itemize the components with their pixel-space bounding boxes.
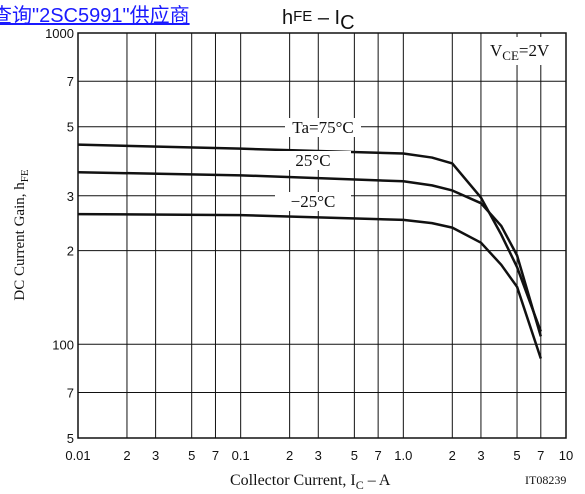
y-axis-label: DC Current Gain, hFE — [12, 169, 31, 300]
label-bg — [285, 118, 361, 137]
y-tick-label: 5 — [67, 431, 74, 446]
y-tick-label: 100 — [52, 337, 74, 352]
series-label: 25°C — [295, 151, 330, 170]
link[interactable]: 查询"2SC5991"供应商 — [0, 4, 190, 27]
chart-title: hFE – IC — [282, 7, 355, 34]
x-tick-label: 7 — [212, 448, 219, 463]
title-part: – I — [312, 7, 340, 29]
x-tick-label: 7 — [375, 448, 382, 463]
x-tick-label: 5 — [351, 448, 358, 463]
plot-frame — [77, 32, 567, 439]
series-line — [77, 143, 542, 332]
condition: VCE=2V — [490, 41, 550, 63]
x-tick-label: 5 — [188, 448, 195, 463]
x-tick-label: 0.01 — [65, 448, 90, 463]
x-tick-label: 2 — [123, 448, 130, 463]
cond-part: =2V — [519, 41, 550, 60]
title-sub: FE — [293, 8, 312, 25]
x-tick-label: 7 — [537, 448, 544, 463]
y-tick-label: 5 — [67, 120, 74, 135]
series-line — [77, 171, 543, 337]
x-axis-label: Collector Current, IC – A — [230, 472, 391, 492]
series-label: −25°C — [291, 192, 336, 211]
x-label-part: Collector Current, I — [230, 472, 356, 489]
figure-code: IT08239 — [525, 473, 566, 487]
y-tick-label: 7 — [67, 386, 74, 401]
x-tick-label: 2 — [449, 448, 456, 463]
x-tick-label: 1.0 — [394, 448, 412, 463]
x-tick-label: 5 — [513, 448, 520, 463]
y-tick-label: 1000 — [45, 26, 74, 41]
y-label-sub: FE — [19, 169, 31, 182]
label-bg — [488, 37, 564, 65]
label-bg — [275, 192, 351, 211]
x-tick-label: 10 — [559, 448, 573, 463]
series-label: Ta=75°C — [292, 118, 353, 137]
x-tick-label: 2 — [286, 448, 293, 463]
x-tick-label: 3 — [152, 448, 159, 463]
x-tick-label: 3 — [477, 448, 484, 463]
cond-part: V — [490, 41, 503, 60]
title-part: h — [282, 7, 293, 29]
x-label-part: – A — [364, 472, 391, 489]
label-bg — [275, 151, 351, 170]
y-tick-label: 3 — [67, 189, 74, 204]
x-label-sub: C — [356, 478, 364, 492]
x-tick-label: 3 — [315, 448, 322, 463]
title-sub: C — [340, 12, 354, 34]
y-tick-label: 7 — [67, 74, 74, 89]
series-line — [77, 212, 542, 359]
y-tick-label: 2 — [67, 244, 74, 259]
y-label-part: DC Current Gain, h — [12, 182, 28, 301]
x-tick-label: 0.1 — [232, 448, 250, 463]
cond-sub: CE — [502, 48, 519, 63]
